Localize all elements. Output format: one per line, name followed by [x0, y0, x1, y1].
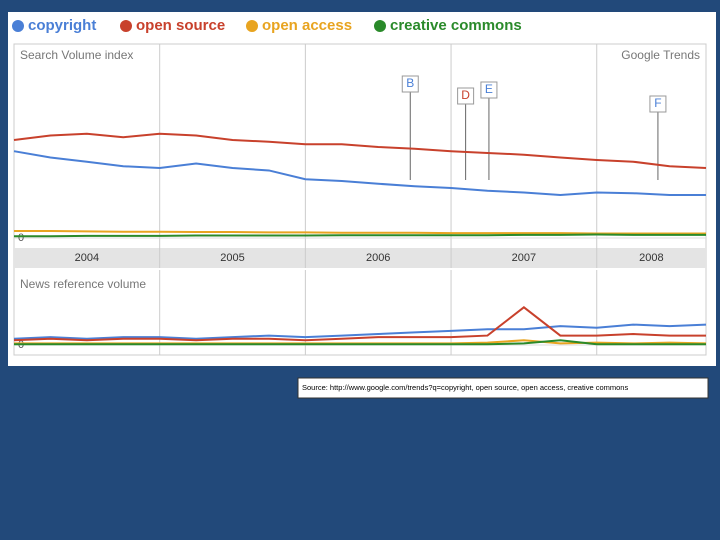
legend-label: open access — [262, 17, 352, 34]
series-line — [13, 150, 706, 196]
annotation-box — [649, 95, 667, 113]
legend-dot — [246, 20, 258, 32]
x-tick-label: 2008 — [639, 252, 663, 264]
plot-frame — [13, 43, 707, 356]
legend-dot — [120, 20, 132, 32]
annotation-label: E — [485, 82, 493, 96]
legend-label: creative commons — [390, 17, 522, 34]
year-band — [14, 248, 706, 268]
legend-dot — [12, 20, 24, 32]
legend-label: copyright — [28, 17, 96, 34]
panel-title: Search Volume index — [20, 48, 133, 62]
annotation-box — [401, 75, 419, 93]
annotation-label: D — [461, 88, 470, 102]
annotation-box — [457, 87, 475, 105]
chart-panel — [8, 12, 716, 366]
x-tick-label: 2004 — [75, 252, 99, 264]
source-text: Source: http://www.google.com/trends?q=c… — [302, 383, 628, 392]
series-line — [14, 339, 706, 346]
x-tick-label: 2006 — [366, 252, 390, 264]
series-line — [13, 132, 707, 169]
source-box — [297, 377, 709, 399]
series-line — [13, 323, 707, 340]
x-tick-label: 2007 — [512, 252, 536, 264]
x-tick-label: 2005 — [220, 252, 244, 264]
series-line — [14, 233, 706, 238]
series-line — [14, 230, 706, 235]
annotation-box — [480, 81, 498, 99]
annotation-label: F — [654, 96, 661, 110]
series-line — [13, 306, 706, 342]
annotation-label: B — [406, 76, 414, 90]
y-tick-label: 0 — [18, 232, 24, 244]
legend-dot — [374, 20, 386, 32]
legend-label: open source — [136, 17, 225, 34]
panel-title: News reference volume — [20, 277, 146, 291]
brand: Google Trends — [621, 48, 700, 62]
